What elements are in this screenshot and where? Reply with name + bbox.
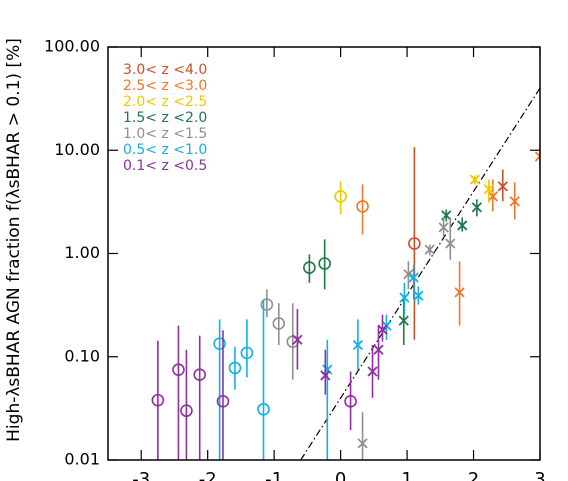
legend-label: 0.1< z <0.5 — [123, 158, 207, 174]
data-point — [497, 181, 508, 192]
data-point — [399, 292, 410, 303]
data-point — [216, 395, 230, 408]
data-point — [469, 174, 481, 185]
data-point — [438, 222, 449, 233]
data-point — [213, 337, 226, 350]
data-point — [445, 238, 456, 249]
data-point — [292, 334, 303, 345]
data-point — [509, 196, 520, 207]
data-point — [487, 191, 498, 202]
data-point — [334, 190, 347, 203]
y-tick-label: 10.00 — [54, 140, 100, 159]
data-point — [408, 272, 419, 283]
data-point — [318, 257, 331, 270]
data-point — [257, 402, 270, 416]
y-tick-label: 1.00 — [64, 243, 100, 262]
data-point — [367, 366, 378, 377]
plot-area — [151, 87, 540, 460]
x-tick-label: 2 — [468, 469, 479, 481]
data-point — [398, 315, 409, 326]
data-point — [352, 339, 364, 351]
x-tick-label: -2 — [199, 469, 217, 481]
legend-label: 0.5< z <1.0 — [123, 142, 207, 158]
data-point — [534, 151, 540, 162]
data-point — [172, 363, 185, 376]
y-tick-label: 100.00 — [44, 37, 100, 56]
data-point — [356, 200, 369, 213]
data-point — [303, 261, 316, 274]
data-point — [408, 237, 421, 250]
y-axis-label: High-λsBHAR AGN fraction f(λsBHAR > 0.1)… — [4, 38, 24, 442]
data-point — [471, 202, 482, 213]
data-point — [454, 287, 465, 298]
data-point — [322, 364, 333, 375]
legend-label: 1.5< z <2.0 — [123, 110, 207, 126]
data-point — [193, 368, 207, 382]
legend-label: 2.0< z <2.5 — [123, 94, 207, 110]
data-point — [413, 290, 424, 301]
data-point — [424, 244, 435, 255]
data-point — [357, 438, 368, 449]
legend-label: 3.0< z <4.0 — [123, 62, 207, 78]
data-point — [240, 346, 254, 360]
y-tick-label: 0.10 — [64, 346, 100, 365]
x-tick-label: 3 — [534, 469, 545, 481]
data-point — [483, 184, 494, 195]
x-tick-label: 1 — [401, 469, 412, 481]
data-point — [180, 404, 193, 418]
data-point — [457, 220, 468, 231]
data-point — [260, 298, 274, 311]
legend-label: 2.5< z <3.0 — [123, 78, 207, 94]
legend-label: 1.0< z <1.5 — [123, 126, 207, 142]
data-point — [373, 344, 384, 355]
data-point — [344, 395, 357, 408]
y-tick-label: 0.01 — [64, 450, 100, 469]
x-tick-label: 0 — [335, 469, 346, 481]
x-tick-label: -3 — [132, 469, 150, 481]
data-point — [403, 269, 414, 280]
x-tick-label: -1 — [265, 469, 283, 481]
data-point — [272, 317, 286, 330]
data-point — [228, 361, 242, 375]
data-point — [377, 324, 388, 335]
data-point — [320, 370, 331, 381]
fit-line — [300, 87, 540, 460]
data-point — [151, 393, 165, 407]
